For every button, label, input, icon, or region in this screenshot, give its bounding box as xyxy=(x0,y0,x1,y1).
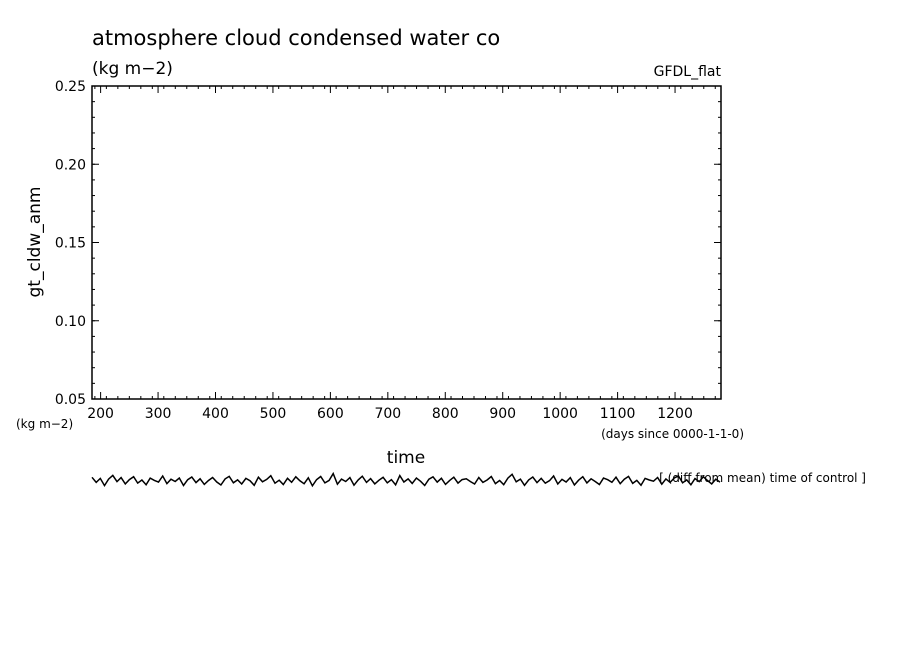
x-tick-label: 1000 xyxy=(542,406,578,422)
x-axis-ticks: 200 300 400 500 600 700 800 900 1000 1100 1200 xyxy=(87,86,716,422)
x-tick-label: 500 xyxy=(260,406,287,422)
y-axis-units: (kg m−2) xyxy=(16,417,73,431)
x-tick-label: 1200 xyxy=(657,406,693,422)
x-tick-label: 700 xyxy=(374,406,401,422)
x-axis-label: time xyxy=(387,448,425,468)
y-tick-label: 0.10 xyxy=(55,314,86,330)
y-axis-ticks: 0.25 0.20 0.15 0.10 0.05 xyxy=(55,79,721,408)
x-tick-label: 300 xyxy=(145,406,172,422)
series-line xyxy=(91,471,721,488)
x-tick-label: 400 xyxy=(202,406,229,422)
y-tick-label: 0.15 xyxy=(55,236,86,252)
x-tick-label: 200 xyxy=(87,406,114,422)
y-axis-label: gt_cldw_anm xyxy=(25,187,45,298)
x-tick-label: 1100 xyxy=(600,406,636,422)
x-tick-label: 900 xyxy=(489,406,516,422)
chart-title: atmosphere cloud condensed water co xyxy=(92,26,500,50)
chart-subtitle-units: (kg m−2) xyxy=(92,59,173,79)
model-label: GFDL_flat xyxy=(654,64,722,80)
y-tick-label: 0.05 xyxy=(55,392,86,408)
plot-frame xyxy=(91,85,722,400)
x-tick-label: 600 xyxy=(317,406,344,422)
x-tick-label: 800 xyxy=(432,406,459,422)
y-tick-label: 0.20 xyxy=(55,157,86,173)
series-note: [ (diff from mean) time of control ] xyxy=(659,471,866,485)
y-tick-label: 0.25 xyxy=(55,79,86,95)
x-axis-units: (days since 0000-1-1-0) xyxy=(601,427,744,441)
